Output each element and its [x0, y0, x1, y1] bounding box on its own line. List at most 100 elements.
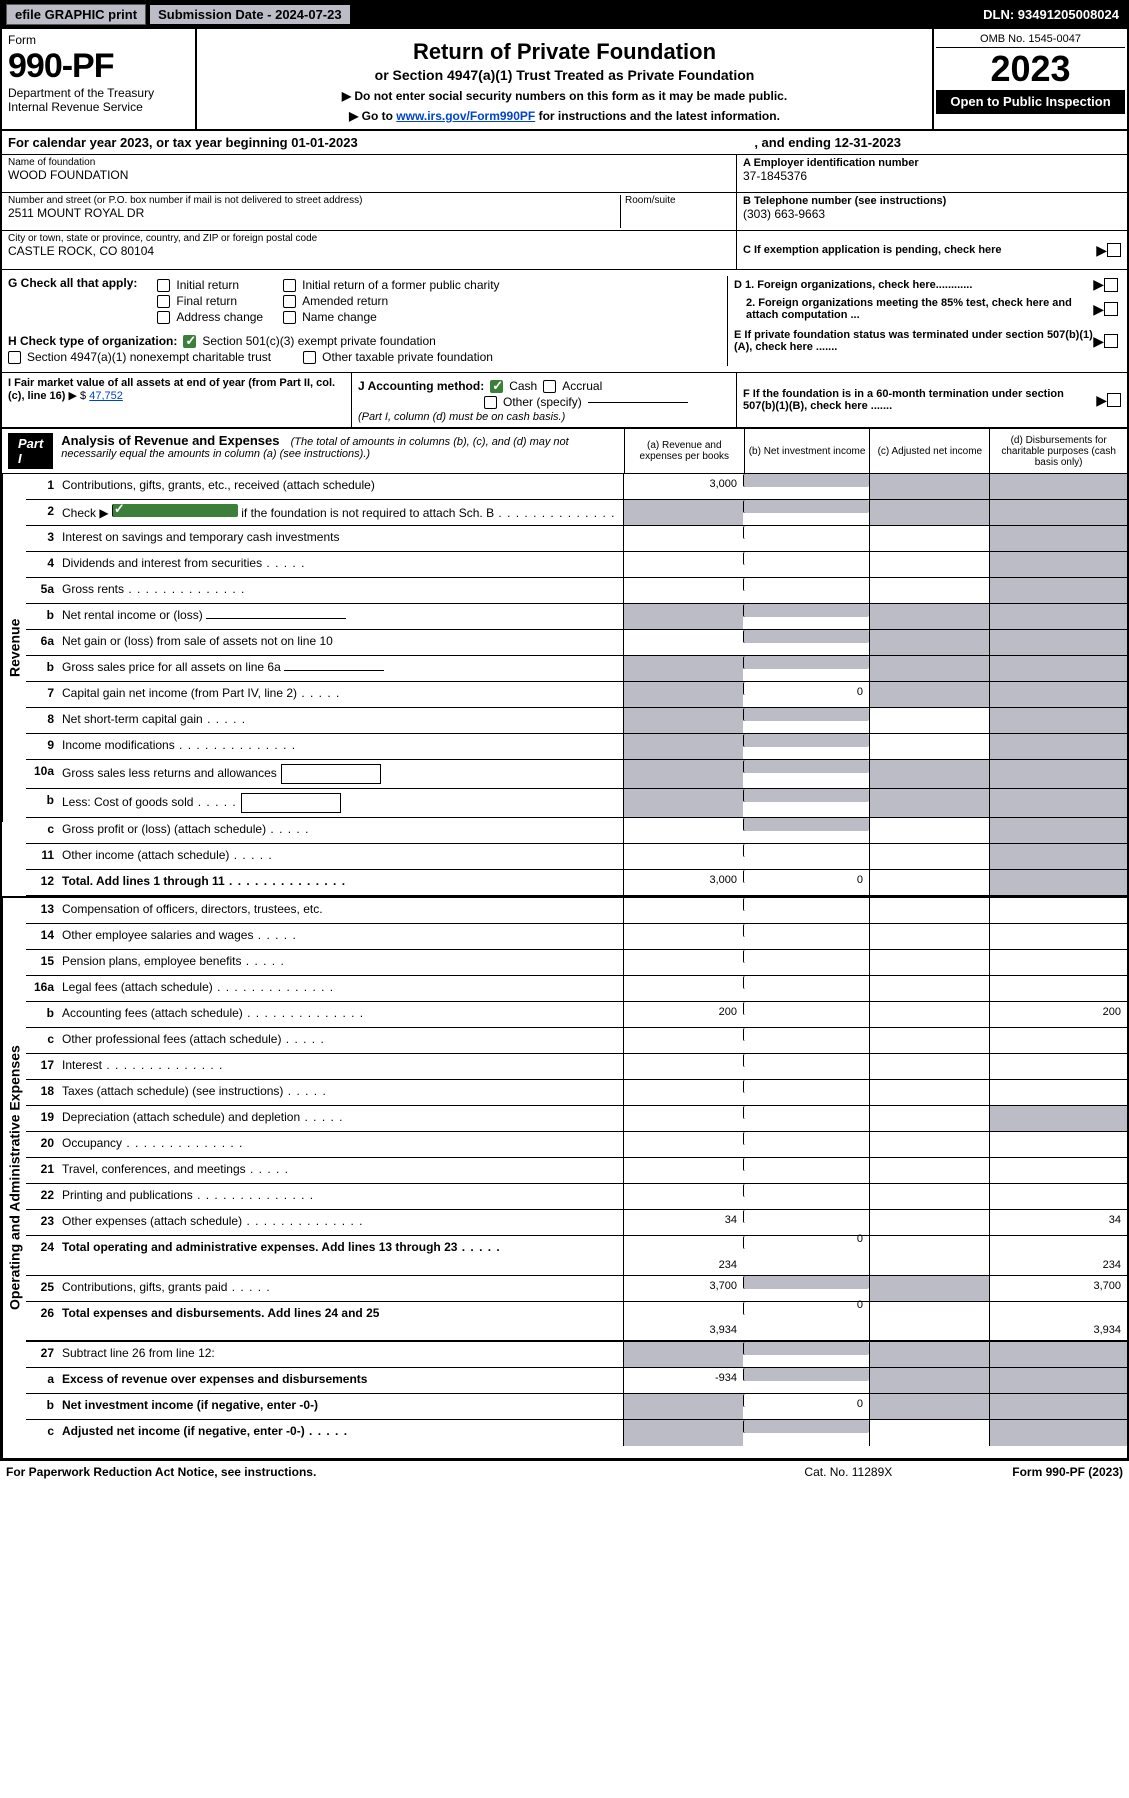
- cb-other-tax[interactable]: [303, 351, 316, 364]
- irs-label: Internal Revenue Service: [8, 100, 189, 114]
- col-d-head: (d) Disbursements for charitable purpose…: [989, 429, 1127, 473]
- addr-label: Number and street (or P.O. box number if…: [8, 195, 620, 206]
- l14-desc: Other employee salaries and wages: [60, 924, 623, 949]
- d1-checkbox[interactable]: [1104, 278, 1118, 292]
- line-21: 21Travel, conferences, and meetings: [26, 1158, 1127, 1184]
- l16a-desc: Legal fees (attach schedule): [60, 976, 623, 1001]
- ein-cell: A Employer identification number 37-1845…: [737, 155, 1127, 193]
- l26-a: 3,934: [623, 1302, 743, 1340]
- g-final: Final return: [176, 294, 237, 308]
- l7-desc: Capital gain net income (from Part IV, l…: [60, 682, 623, 707]
- e-label: E If private foundation status was termi…: [734, 329, 1093, 353]
- line-5a: 5aGross rents: [26, 578, 1127, 604]
- l2-desc: Check ▶ if the foundation is not require…: [60, 500, 623, 525]
- l24-d: 234: [989, 1236, 1127, 1275]
- cb-initial[interactable]: [157, 279, 170, 292]
- line-1: 1Contributions, gifts, grants, etc., rec…: [26, 474, 1127, 500]
- j-block: J Accounting method: Cash Accrual Other …: [352, 373, 737, 427]
- page-footer: For Paperwork Reduction Act Notice, see …: [0, 1460, 1129, 1483]
- l2-c: [869, 500, 989, 525]
- cb-namechange[interactable]: [283, 311, 296, 324]
- entity-left: Name of foundation WOOD FOUNDATION Numbe…: [2, 155, 737, 269]
- l13-desc: Compensation of officers, directors, tru…: [60, 898, 623, 923]
- omb-number: OMB No. 1545-0047: [936, 31, 1125, 48]
- j-cash: Cash: [509, 379, 537, 393]
- i-label: I Fair market value of all assets at end…: [8, 377, 335, 402]
- fmv-link[interactable]: 47,752: [89, 390, 123, 402]
- goto-note: ▶ Go to www.irs.gov/Form990PF for instru…: [207, 109, 922, 123]
- l8-desc: Net short-term capital gain: [60, 708, 623, 733]
- cb-other-method[interactable]: [484, 396, 497, 409]
- l23-a: 34: [623, 1210, 743, 1235]
- d1-label: D 1. Foreign organizations, check here..…: [734, 279, 1093, 291]
- l12-desc: Total. Add lines 1 through 11: [60, 870, 623, 895]
- line-17: 17Interest: [26, 1054, 1127, 1080]
- cb-accrual[interactable]: [543, 380, 556, 393]
- l12-b: 0: [743, 870, 869, 883]
- line-4: 4Dividends and interest from securities: [26, 552, 1127, 578]
- line-9: 9Income modifications: [26, 734, 1127, 760]
- l18-desc: Taxes (attach schedule) (see instruction…: [60, 1080, 623, 1105]
- d-e-block: D 1. Foreign organizations, check here..…: [728, 276, 1118, 366]
- line-10c: cGross profit or (loss) (attach schedule…: [26, 818, 1127, 844]
- line-16a: 16aLegal fees (attach schedule): [26, 976, 1127, 1002]
- line-20: 20Occupancy: [26, 1132, 1127, 1158]
- cb-final[interactable]: [157, 295, 170, 308]
- g-namechange: Name change: [302, 310, 377, 324]
- address-cell: Number and street (or P.O. box number if…: [2, 193, 736, 231]
- efile-print-button[interactable]: efile GRAPHIC print: [6, 4, 146, 25]
- l26-desc: Total expenses and disbursements. Add li…: [60, 1302, 623, 1340]
- form-subtitle: or Section 4947(a)(1) Trust Treated as P…: [207, 67, 922, 83]
- f-block: F If the foundation is in a 60-month ter…: [737, 373, 1127, 427]
- j-other: Other (specify): [503, 395, 582, 409]
- cb-4947[interactable]: [8, 351, 21, 364]
- d2-label: 2. Foreign organizations meeting the 85%…: [734, 297, 1093, 321]
- cb-501c3[interactable]: [183, 335, 196, 348]
- c-checkbox[interactable]: [1107, 243, 1121, 257]
- line-26: 26Total expenses and disbursements. Add …: [26, 1302, 1127, 1342]
- l12-a: 3,000: [623, 870, 743, 895]
- instructions-link[interactable]: www.irs.gov/Form990PF: [396, 109, 535, 123]
- l25-a: 3,700: [623, 1276, 743, 1301]
- g-initial-former: Initial return of a former public charit…: [302, 278, 499, 292]
- cb-initial-former[interactable]: [283, 279, 296, 292]
- line-15: 15Pension plans, employee benefits: [26, 950, 1127, 976]
- l22-desc: Printing and publications: [60, 1184, 623, 1209]
- header-mid: Return of Private Foundation or Section …: [197, 29, 932, 129]
- col-a-head: (a) Revenue and expenses per books: [624, 429, 744, 473]
- cb-schb[interactable]: [112, 504, 238, 517]
- j-accrual: Accrual: [562, 379, 602, 393]
- l1-a: 3,000: [623, 474, 743, 499]
- line-23: 23Other expenses (attach schedule)3434: [26, 1210, 1127, 1236]
- city-cell: City or town, state or province, country…: [2, 231, 736, 269]
- d2-checkbox[interactable]: [1104, 302, 1118, 316]
- part1-desc: Part I Analysis of Revenue and Expenses …: [2, 429, 624, 473]
- g-amended: Amended return: [302, 294, 388, 308]
- line-2: 2Check ▶ if the foundation is not requir…: [26, 500, 1127, 526]
- h-501c3: Section 501(c)(3) exempt private foundat…: [202, 334, 435, 348]
- ein-label: A Employer identification number: [743, 157, 1121, 169]
- header-left: Form 990-PF Department of the Treasury I…: [2, 29, 197, 129]
- street-address: 2511 MOUNT ROYAL DR: [8, 206, 620, 220]
- d2-arrow: ▶: [1093, 301, 1104, 318]
- l1-b: [743, 474, 869, 487]
- l26-d: 3,934: [989, 1302, 1127, 1340]
- l11-desc: Other income (attach schedule): [60, 844, 623, 869]
- tel-value: (303) 663-9663: [743, 207, 1121, 221]
- side-revenue: Revenue: [2, 474, 26, 822]
- j-other-line: [588, 402, 688, 403]
- cb-amended[interactable]: [283, 295, 296, 308]
- l24-b: 0: [743, 1236, 869, 1249]
- line-27b: bNet investment income (if negative, ent…: [26, 1394, 1127, 1420]
- dept-treasury: Department of the Treasury: [8, 86, 189, 100]
- line-6a: 6aNet gain or (loss) from sale of assets…: [26, 630, 1127, 656]
- goto-post: for instructions and the latest informat…: [535, 109, 780, 123]
- cb-address[interactable]: [157, 311, 170, 324]
- e-checkbox[interactable]: [1104, 334, 1118, 348]
- c-label: C If exemption application is pending, c…: [743, 244, 1096, 256]
- form-title: Return of Private Foundation: [207, 39, 922, 65]
- l15-desc: Pension plans, employee benefits: [60, 950, 623, 975]
- cb-cash[interactable]: [490, 380, 503, 393]
- f-checkbox[interactable]: [1107, 393, 1121, 407]
- l9-desc: Income modifications: [60, 734, 623, 759]
